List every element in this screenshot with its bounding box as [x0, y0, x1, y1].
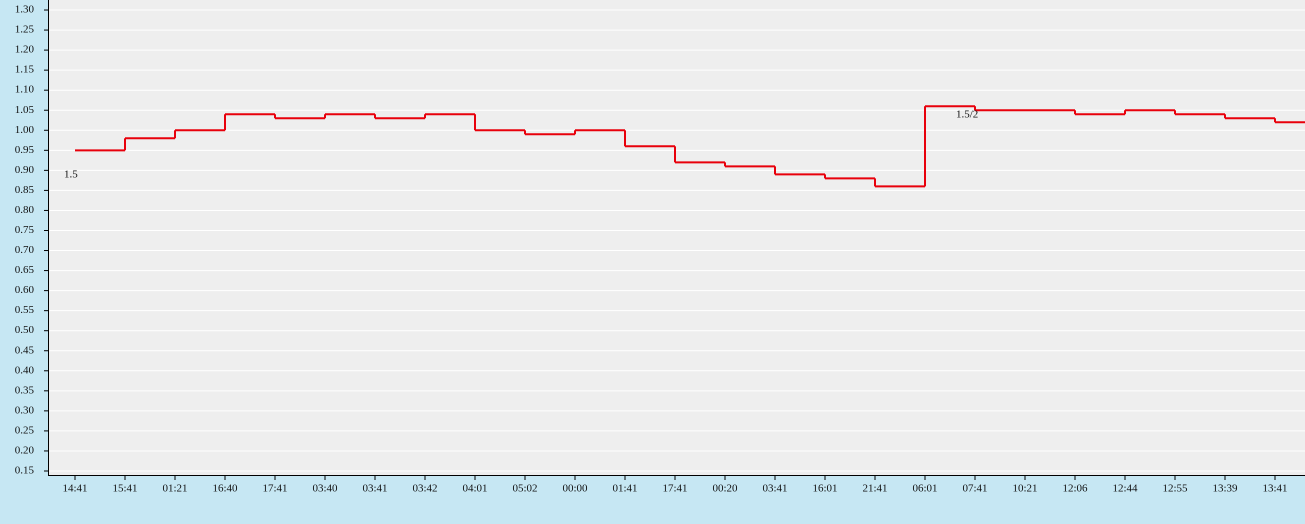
- x-tick-label: 16:40: [212, 483, 238, 495]
- x-tick-label: 13:41: [1262, 483, 1287, 495]
- x-tick-label: 06:01: [912, 483, 937, 495]
- y-tick-label: 0.25: [15, 424, 35, 436]
- y-tick-label: 1.25: [15, 24, 35, 36]
- x-tick-label: 03:41: [362, 483, 387, 495]
- y-tick-label: 1.00: [15, 124, 35, 136]
- x-tick-label: 01:41: [612, 483, 637, 495]
- y-tick-label: 0.35: [15, 384, 35, 396]
- y-tick-label: 0.30: [15, 404, 35, 416]
- x-tick-label: 03:40: [312, 483, 338, 495]
- annotation: 1.5/2: [956, 109, 978, 121]
- x-tick-label: 13:39: [1212, 483, 1238, 495]
- plot-area: [48, 0, 1305, 475]
- x-tick-label: 05:02: [512, 483, 537, 495]
- y-tick-label: 0.70: [15, 244, 35, 256]
- x-tick-label: 04:01: [462, 483, 487, 495]
- y-tick-label: 0.90: [15, 164, 35, 176]
- y-tick-label: 0.15: [15, 465, 35, 477]
- x-tick-label: 17:41: [262, 483, 287, 495]
- annotation: 1.5: [64, 169, 78, 181]
- x-tick-label: 12:44: [1112, 483, 1138, 495]
- x-tick-label: 17:41: [662, 483, 687, 495]
- y-tick-label: 0.85: [15, 184, 35, 196]
- y-tick-label: 1.10: [15, 84, 35, 96]
- y-tick-label: 0.60: [15, 284, 35, 296]
- x-tick-label: 12:55: [1162, 483, 1188, 495]
- y-tick-label: 0.20: [15, 444, 35, 456]
- x-tick-label: 12:06: [1062, 483, 1088, 495]
- x-tick-label: 15:41: [112, 483, 137, 495]
- y-tick-label: 0.65: [15, 264, 35, 276]
- y-tick-label: 1.20: [15, 44, 35, 56]
- y-tick-label: 1.05: [15, 104, 35, 116]
- x-tick-label: 01:21: [162, 483, 187, 495]
- x-tick-label: 00:20: [712, 483, 738, 495]
- x-tick-label: 03:41: [762, 483, 787, 495]
- y-tick-label: 0.75: [15, 224, 35, 236]
- x-tick-label: 14:41: [62, 483, 87, 495]
- x-tick-label: 21:41: [862, 483, 887, 495]
- x-tick-label: 10:21: [1012, 483, 1037, 495]
- y-tick-label: 0.45: [15, 344, 35, 356]
- y-tick-label: 0.95: [15, 144, 35, 156]
- y-tick-label: 1.15: [15, 64, 35, 76]
- y-tick-label: 0.55: [15, 304, 35, 316]
- y-tick-label: 1.30: [15, 4, 35, 16]
- x-tick-label: 16:01: [812, 483, 837, 495]
- y-tick-label: 0.80: [15, 204, 35, 216]
- x-tick-label: 00:00: [562, 483, 588, 495]
- y-tick-label: 0.40: [15, 364, 35, 376]
- x-tick-label: 07:41: [962, 483, 987, 495]
- y-tick-label: 0.50: [15, 324, 35, 336]
- x-tick-label: 03:42: [412, 483, 437, 495]
